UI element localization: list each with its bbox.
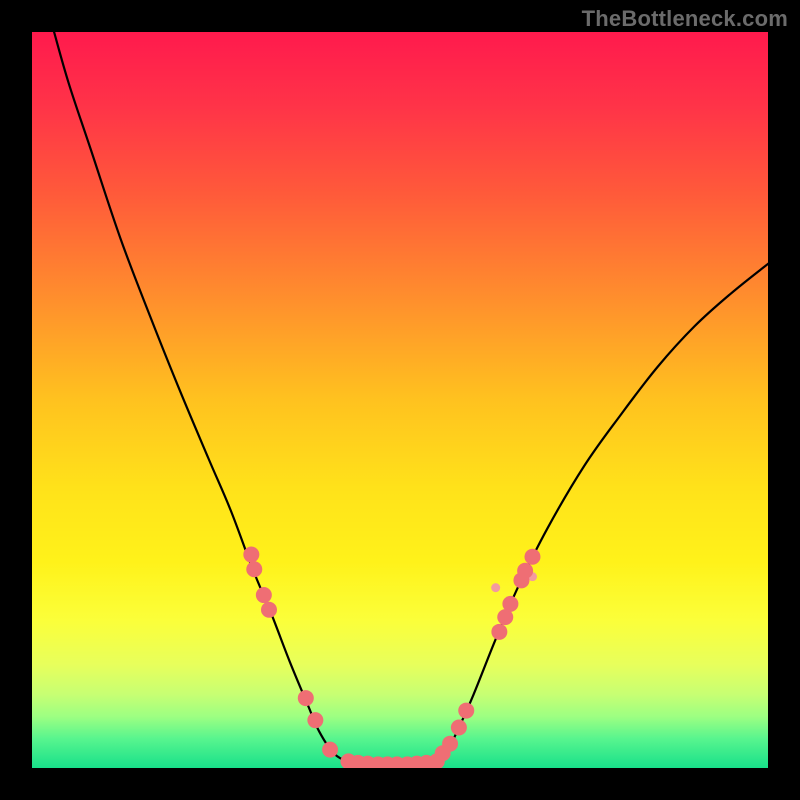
marker-dot-minor <box>491 583 500 592</box>
marker-dot <box>491 624 507 640</box>
curve-layer <box>32 32 768 768</box>
marker-dot <box>307 712 323 728</box>
marker-dot <box>458 703 474 719</box>
bottleneck-curve <box>54 32 768 764</box>
marker-dot <box>256 587 272 603</box>
plot-area <box>32 32 768 768</box>
marker-dot <box>451 720 467 736</box>
marker-dot <box>246 561 262 577</box>
marker-dot <box>517 563 533 579</box>
marker-dot <box>502 596 518 612</box>
marker-dot <box>243 547 259 563</box>
marker-dot <box>322 742 338 758</box>
marker-dot <box>298 690 314 706</box>
marker-dot <box>442 736 458 752</box>
figure-frame: TheBottleneck.com <box>0 0 800 800</box>
watermark-text: TheBottleneck.com <box>582 6 788 32</box>
marker-dot <box>261 602 277 618</box>
marker-dot <box>524 549 540 565</box>
